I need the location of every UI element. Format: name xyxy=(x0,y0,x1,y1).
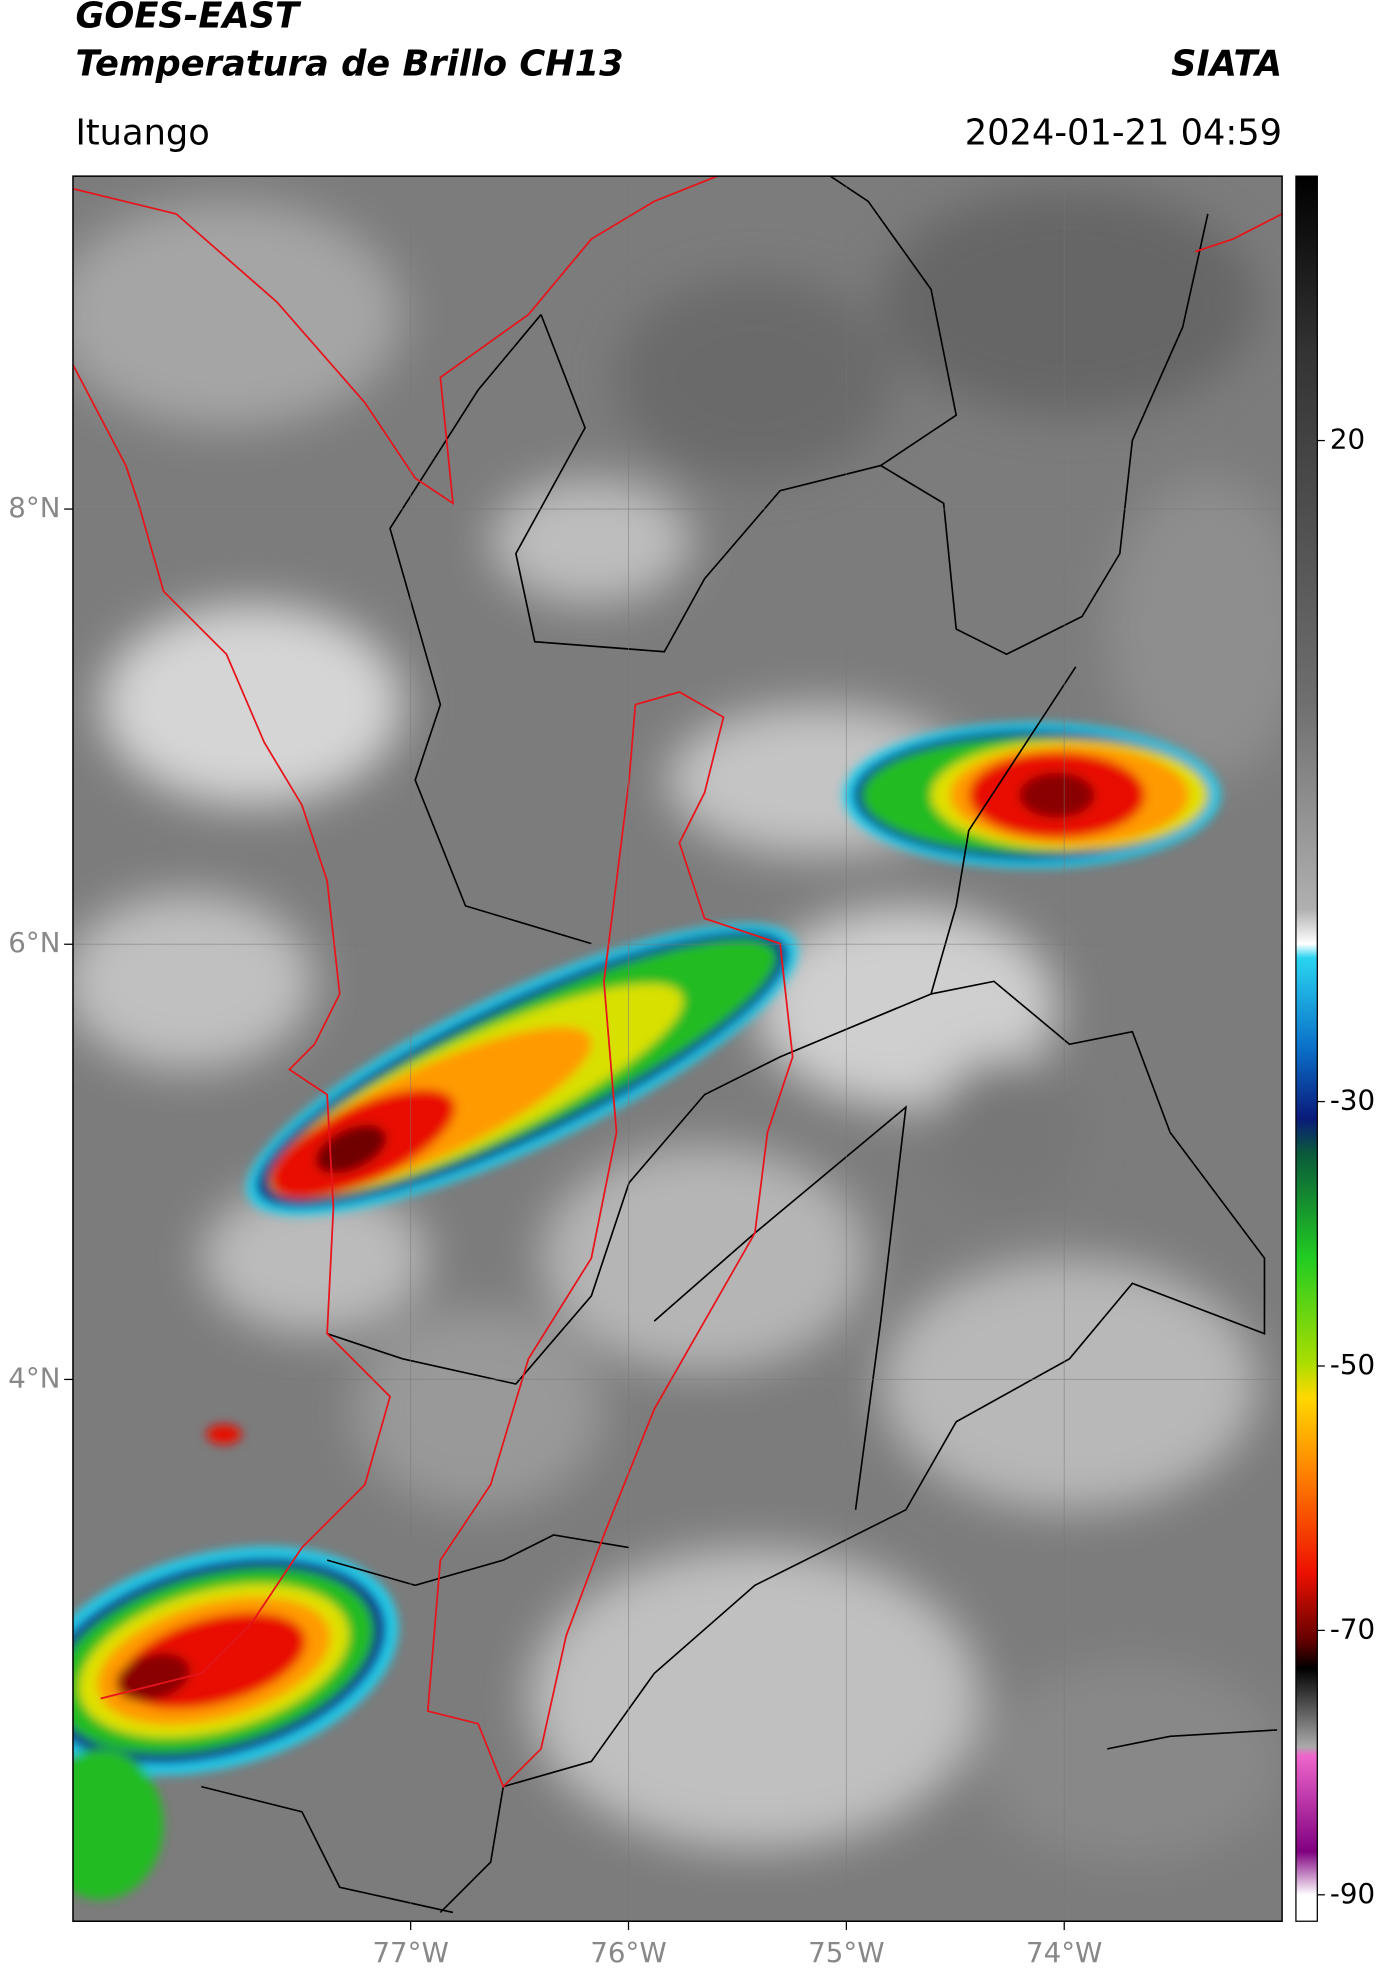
y-tick-label: 6°N xyxy=(8,926,60,959)
admin-borders xyxy=(201,176,1278,1914)
agency: SIATA xyxy=(1171,43,1282,84)
x-tick-label: 74°W xyxy=(1026,1936,1102,1969)
y-tick-label: 8°N xyxy=(8,491,60,524)
x-tick-label: 75°W xyxy=(808,1936,884,1969)
colorbar-tick-label: -30 xyxy=(1330,1084,1375,1117)
coast-and-region-borders xyxy=(72,176,1283,1789)
map-imagery xyxy=(72,176,1283,1922)
x-tick-label: 76°W xyxy=(590,1936,666,1969)
x-tick-label: 77°W xyxy=(372,1936,448,1969)
colorbar-tick-label: -50 xyxy=(1330,1348,1375,1381)
storm-cells xyxy=(72,722,1221,1900)
axis-ticks: 77°W 76°W 75°W 74°W 8°N 6°N 4°N 20 -30 -50 -70 -90 xyxy=(8,423,1375,1969)
title-line2: Temperatura de Brillo CH13 xyxy=(75,43,623,84)
map-frame xyxy=(72,175,1283,1922)
y-tick-label: 4°N xyxy=(8,1361,60,1394)
colorbar-tick-label: -90 xyxy=(1330,1877,1375,1910)
datetime: 2024-01-21 04:59 xyxy=(965,113,1282,154)
location: Ituango xyxy=(75,113,209,154)
colorbar xyxy=(1295,175,1318,1922)
title-line1: GOES-EAST xyxy=(75,0,302,37)
colorbar-tick-label: -70 xyxy=(1330,1612,1375,1645)
graticule xyxy=(72,176,1283,1922)
colorbar-tick-label: 20 xyxy=(1330,423,1365,456)
